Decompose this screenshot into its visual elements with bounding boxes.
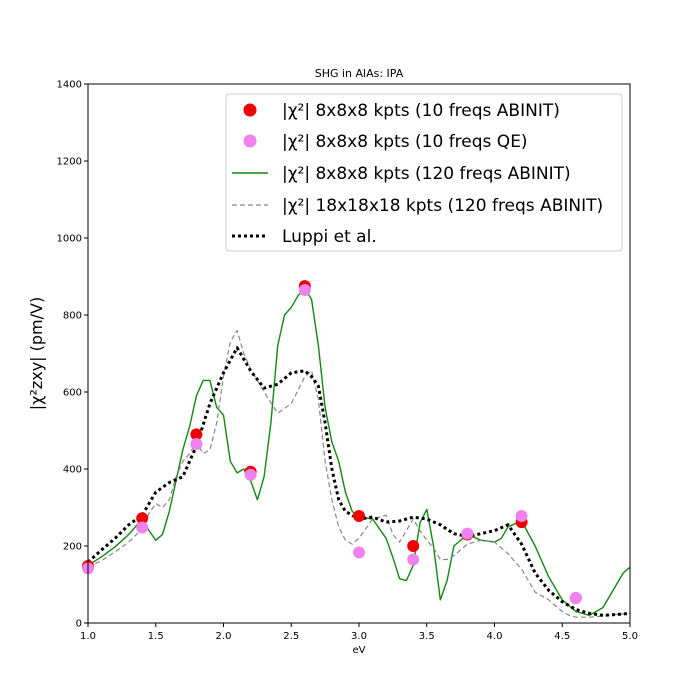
data-point	[190, 428, 203, 441]
x-tick-label: 4.0	[487, 631, 503, 642]
data-point	[190, 437, 203, 450]
x-tick-label: 5.0	[622, 631, 638, 642]
legend-marker	[243, 134, 257, 148]
y-tick-label: 800	[63, 311, 82, 322]
plot-area	[82, 280, 630, 618]
y-tick-label: 600	[63, 388, 82, 399]
x-tick-label: 3.0	[351, 631, 367, 642]
data-point	[298, 283, 311, 296]
x-axis: 1.0 1.5 2.0 2.5 3.0 3.5 4.0 4.5 5.0	[80, 623, 638, 642]
data-point	[407, 553, 420, 566]
y-tick-label: 1400	[57, 80, 82, 91]
x-axis-label: eV	[353, 645, 366, 656]
x-tick-label: 1.5	[148, 631, 164, 642]
legend-label: |χ²| 8x8x8 kpts (120 freqs ABINIT)	[282, 164, 571, 184]
legend-label: |χ²| 18x18x18 kpts (120 freqs ABINIT)	[282, 196, 603, 216]
data-point	[136, 512, 149, 525]
y-tick-label: 0	[76, 619, 82, 630]
data-point	[569, 591, 582, 604]
data-point	[407, 540, 420, 552]
legend: |χ²| 8x8x8 kpts (10 freqs ABINIT) |χ²| 8x…	[225, 93, 623, 252]
data-point	[136, 521, 149, 534]
legend-label: Luppi et al.	[282, 227, 377, 247]
y-axis-label: |χ²zxy| (pm/V)	[27, 297, 46, 410]
x-tick-label: 2.0	[216, 631, 232, 642]
data-point	[461, 527, 474, 540]
y-tick-label: 200	[63, 542, 82, 553]
data-point	[244, 468, 257, 481]
x-tick-label: 4.5	[554, 631, 570, 642]
legend-label: |χ²| 8x8x8 kpts (10 freqs QE)	[282, 132, 528, 152]
x-tick-label: 1.0	[80, 631, 96, 642]
series-markers-1	[82, 283, 582, 604]
y-tick-label: 400	[63, 465, 82, 476]
legend-box	[225, 93, 623, 252]
data-point	[353, 546, 365, 559]
series-line-3	[88, 329, 630, 618]
x-tick-label: 3.5	[419, 631, 435, 642]
y-tick-label: 1000	[57, 234, 82, 245]
data-point	[515, 509, 528, 522]
data-point	[353, 509, 365, 522]
legend-marker	[243, 103, 257, 117]
chart-title: SHG in AlAs: IPA	[315, 67, 404, 80]
series-line-2	[88, 287, 630, 616]
legend-label: |χ²| 8x8x8 kpts (10 freqs ABINIT)	[282, 101, 560, 121]
x-tick-label: 2.5	[283, 631, 299, 642]
y-axis: 0 200 400 600 800 1000 1200 1400	[57, 80, 88, 630]
y-tick-label: 1200	[57, 157, 82, 168]
